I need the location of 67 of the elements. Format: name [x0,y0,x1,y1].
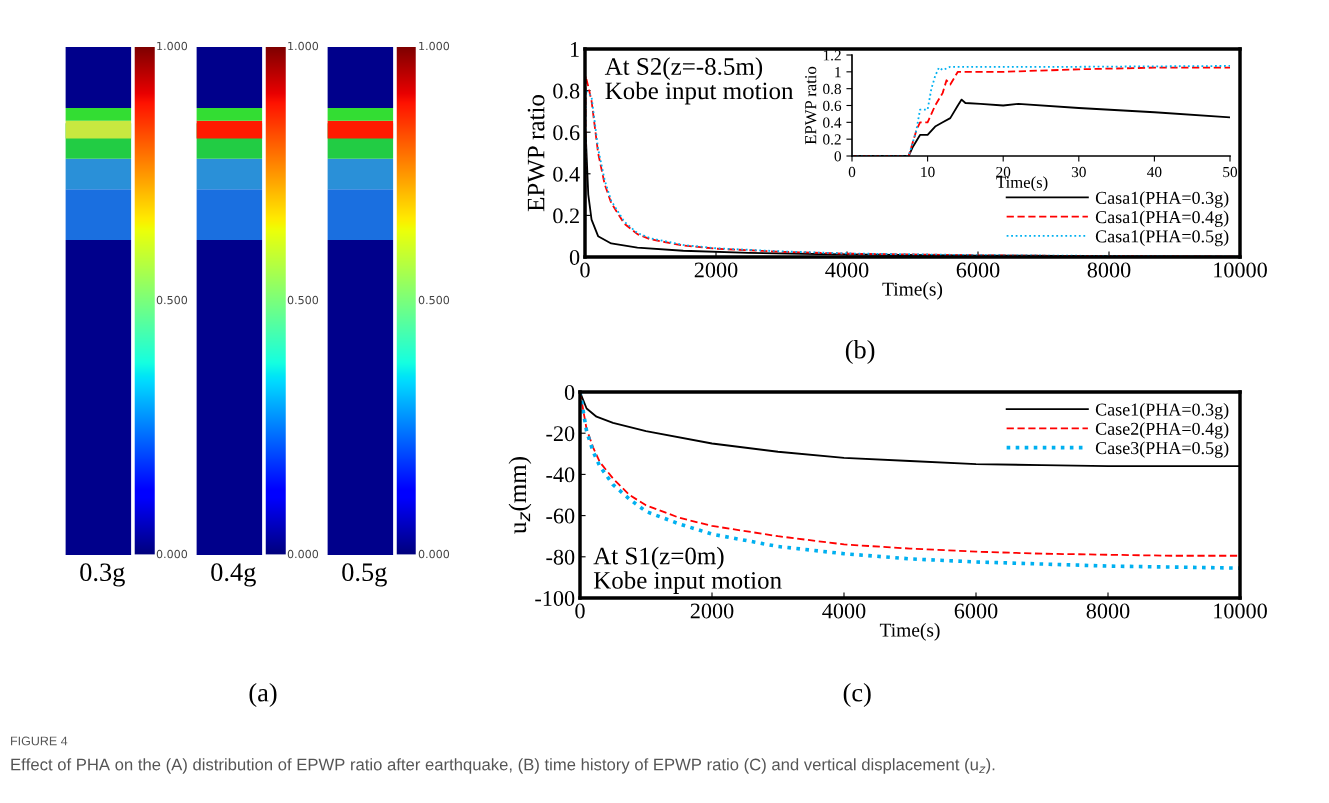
y-axis-title: EPWP ratio [805,66,817,145]
y-tick-label: 0.4 [823,117,842,128]
y-tick-label: -60 [546,508,575,524]
x-tick-label: 8000 [1087,262,1131,278]
x-tick-label: 4000 [825,262,869,278]
x-tick-label: 10 [921,166,935,178]
text: (a) [249,683,277,707]
text: (c) [843,683,871,707]
text: 1.000 [288,41,319,51]
x-tick-label: 8000 [1086,603,1130,619]
x-tick-label: 10000 [1214,262,1267,278]
x-tick-label: 6000 [956,262,1000,278]
annotation: At S2(z=-8.5m) Kobe input motion [604,57,794,105]
x-tick-label: 2000 [690,603,734,619]
category-label: 0.4g [211,563,256,587]
y-tick-label: 0.6 [823,100,842,112]
x-tick-label: 0 [580,262,590,278]
legend-label: Casa1(PHA=0.5g) [1095,229,1229,247]
y-tick-label: 1.2 [823,50,841,61]
x-tick-label: 50 [1223,166,1238,178]
text: 0.000 [418,549,450,559]
y-tick-label: 1 [570,42,579,57]
y-tick-label: 0 [564,384,575,400]
text: Effect of PHA on the (A) distribution of EPWP ratio after earthquake, (B) time history of EPWP ratio (C) and vertical displacement (u$_{z}$). [11,758,995,774]
legend-label: Case2(PHA=0.4g) [1095,422,1229,439]
text: 1.000 [157,41,188,51]
y-tick-label: 0.2 [823,134,841,145]
legend-label: Casa1(PHA=0.4g) [1095,210,1229,227]
y-tick-label: 0.4 [553,166,580,182]
text: 0.500 [287,295,319,305]
category-label: 0.3g [80,563,125,587]
x-axis-title: Time(s) [879,623,940,641]
y-axis-title: EPWP ratio [527,95,545,212]
text: 0.500 [156,295,188,305]
y-tick-label: -20 [546,426,575,442]
y-tick-label: 0.8 [823,83,841,95]
text: (b) [845,340,875,364]
caption: FIGURE 4 [11,736,68,746]
y-tick-label: -80 [546,549,575,565]
x-axis-title: Time(s) [882,282,943,300]
text: 1.000 [419,41,450,51]
y-tick-label: 0.6 [553,125,580,141]
y-tick-label: 0 [569,249,580,265]
x-tick-label: 0 [848,166,856,178]
text: 0.500 [418,295,450,305]
x-tick-label: 10000 [1214,603,1267,619]
y-tick-label: -40 [546,467,575,483]
x-axis-title: Time(s) [996,176,1048,192]
y-tick-label: 0.2 [553,208,579,224]
y-tick-label: -100 [535,590,575,606]
legend-label: Casa1(PHA=0.3g) [1095,191,1229,208]
y-axis-title: u$_{z}$(mm) [508,457,532,534]
y-tick-label: 1 [835,67,841,78]
x-tick-label: 6000 [954,603,998,619]
text: 0.000 [156,549,188,559]
x-tick-label: 20 [996,166,1011,178]
y-tick-label: 0 [834,151,841,162]
text: 0.000 [287,549,319,559]
legend-label: Case3(PHA=0.5g) [1095,441,1229,458]
x-tick-label: 4000 [822,603,866,619]
category-label: 0.5g [342,563,387,587]
x-tick-label: 40 [1147,166,1162,178]
x-tick-label: 2000 [694,262,738,278]
y-tick-label: 0.8 [553,83,580,99]
legend-label: Case1(PHA=0.3g) [1095,402,1229,420]
x-tick-label: 30 [1071,166,1086,178]
annotation: At S1(z=0m) Kobe input motion [593,546,782,594]
